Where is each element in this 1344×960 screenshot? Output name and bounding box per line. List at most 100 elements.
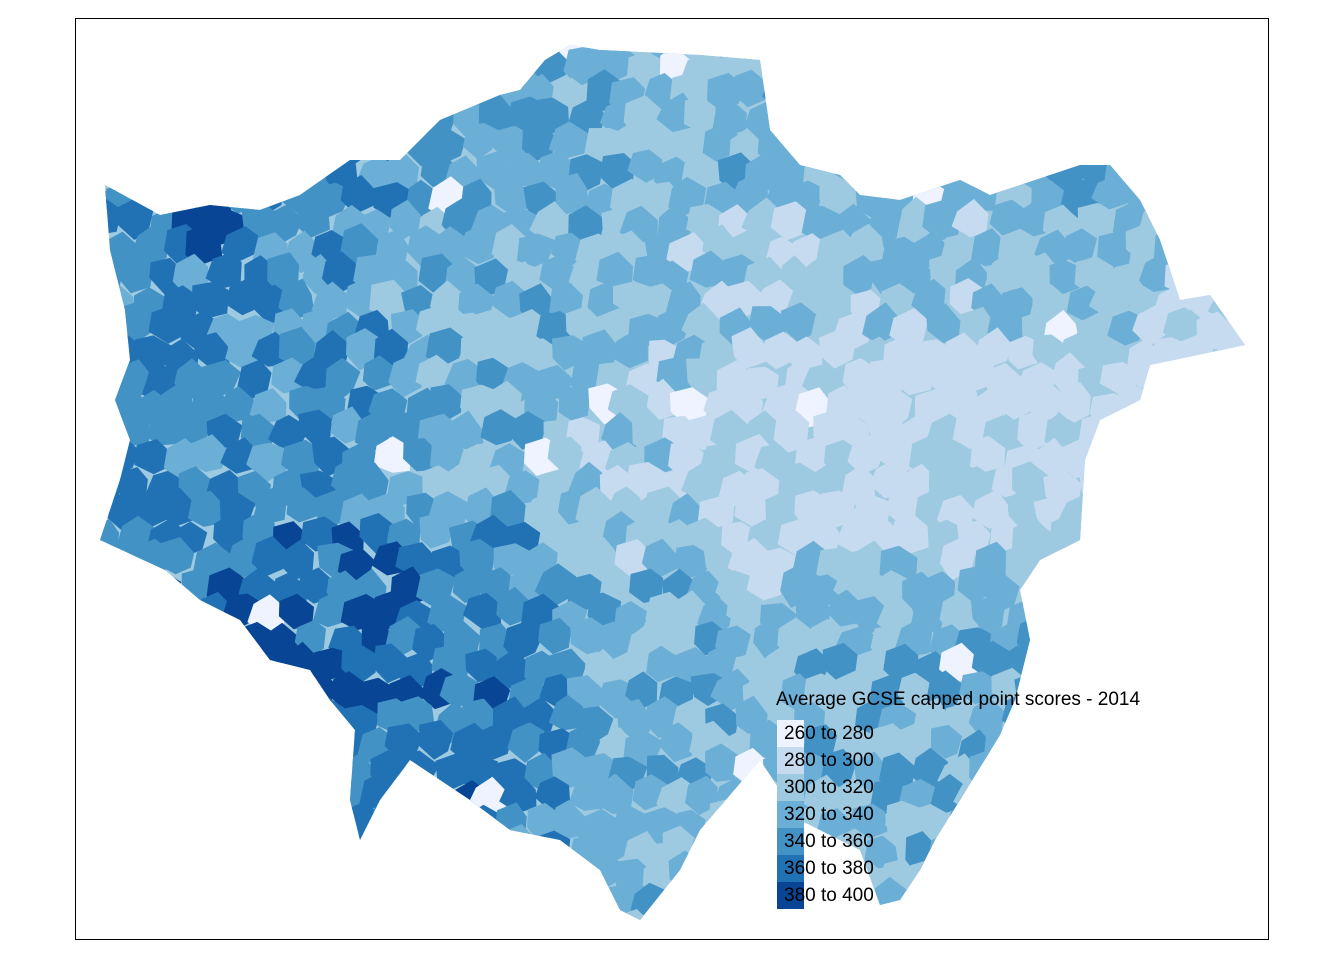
ward	[318, 748, 352, 785]
ward	[369, 279, 405, 317]
ward	[551, 747, 588, 789]
ward	[1140, 99, 1175, 143]
ward	[100, 572, 124, 612]
ward	[970, 125, 1010, 159]
ward	[291, 727, 332, 764]
ward	[278, 809, 311, 849]
ward	[1104, 463, 1141, 497]
ward	[864, 835, 899, 869]
ward	[299, 567, 334, 604]
ward	[358, 91, 391, 131]
ward	[1166, 460, 1203, 496]
ward	[427, 810, 466, 847]
ward	[263, 777, 303, 816]
ward	[910, 122, 948, 167]
ward	[1197, 353, 1232, 392]
ward	[1222, 257, 1245, 295]
ward	[853, 73, 887, 113]
ward	[1242, 496, 1245, 536]
ward	[112, 673, 153, 711]
ward	[885, 800, 923, 836]
ward	[102, 693, 139, 738]
ward	[1166, 154, 1200, 193]
ward	[353, 462, 389, 504]
ward	[1154, 130, 1193, 164]
ward	[140, 47, 178, 88]
ward	[1088, 128, 1124, 166]
ward	[862, 106, 899, 142]
ward	[1223, 359, 1245, 399]
ward	[404, 849, 444, 892]
ward	[555, 172, 589, 215]
ward	[100, 491, 109, 535]
ward	[100, 800, 139, 839]
ward	[529, 201, 567, 245]
ward	[1201, 522, 1242, 556]
ward	[164, 590, 200, 634]
ward	[1000, 45, 1038, 65]
ward	[1150, 901, 1189, 920]
ward	[1007, 485, 1045, 526]
ward	[1120, 909, 1156, 920]
ward	[1047, 48, 1086, 83]
ward	[220, 858, 260, 896]
ward	[834, 96, 871, 131]
ward	[596, 773, 634, 815]
legend-swatch	[777, 801, 804, 828]
ward	[230, 50, 268, 87]
ward	[821, 78, 858, 116]
ward	[818, 330, 856, 369]
ward	[996, 384, 1032, 420]
ward	[1152, 538, 1192, 580]
ward	[533, 97, 570, 135]
ward	[969, 749, 1009, 794]
legend-swatch	[777, 882, 804, 909]
ward	[1186, 182, 1220, 217]
ward	[307, 120, 342, 160]
ward	[118, 145, 155, 188]
ward	[879, 752, 915, 789]
ward	[958, 888, 994, 920]
ward	[997, 803, 1036, 840]
ward	[1109, 615, 1149, 658]
ward	[1194, 730, 1227, 768]
ward	[668, 176, 707, 216]
legend-label: 280 to 300	[784, 750, 874, 771]
ward	[100, 880, 122, 920]
ward	[1109, 573, 1143, 612]
ward	[469, 776, 506, 814]
ward	[1212, 652, 1245, 690]
ward	[174, 358, 208, 402]
ward	[1048, 621, 1086, 662]
ward	[527, 850, 563, 889]
ward	[347, 909, 385, 920]
ward-layer	[100, 45, 1245, 920]
ward	[161, 122, 202, 162]
ward	[988, 827, 1022, 869]
ward	[100, 802, 113, 841]
ward	[731, 327, 766, 370]
ward	[1125, 222, 1162, 261]
ward	[314, 801, 352, 845]
ward	[1201, 830, 1235, 871]
ward	[1212, 490, 1245, 534]
ward	[1079, 774, 1120, 815]
ward	[181, 834, 219, 870]
ward	[218, 386, 254, 422]
ward	[494, 177, 528, 214]
ward	[1089, 594, 1129, 635]
ward	[1167, 49, 1205, 88]
ward	[493, 543, 532, 576]
ward	[465, 648, 498, 683]
ward	[355, 837, 390, 874]
ward	[759, 331, 796, 370]
ward	[176, 409, 211, 445]
ward	[1079, 884, 1116, 920]
ward	[774, 49, 811, 90]
ward	[226, 279, 262, 316]
ward	[495, 909, 533, 920]
ward	[1199, 567, 1239, 603]
ward	[1092, 45, 1133, 54]
ward	[894, 253, 933, 294]
ward	[834, 670, 871, 707]
